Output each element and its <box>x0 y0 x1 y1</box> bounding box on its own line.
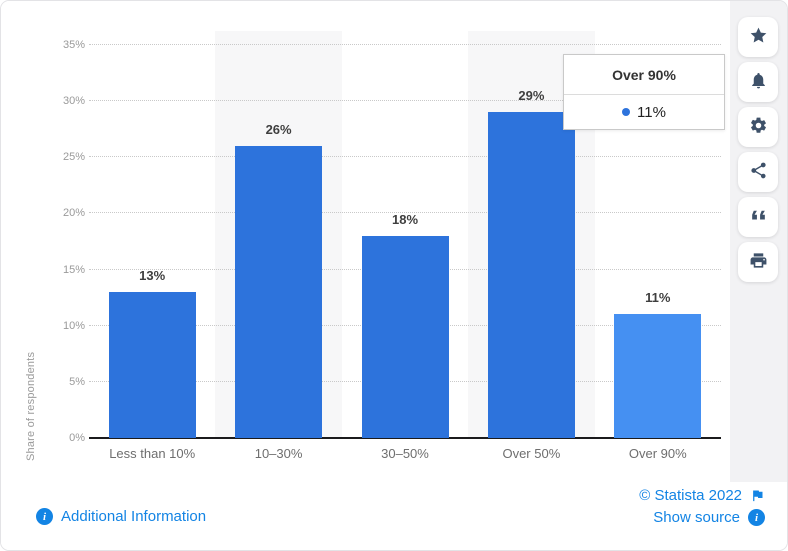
y-tick-label-35: 35% <box>62 39 85 51</box>
y-tick-label-15: 15% <box>62 263 85 276</box>
bar-value-label-10-30: 26% <box>265 122 292 138</box>
source-info-icon: i <box>748 509 765 526</box>
share-button[interactable] <box>738 152 778 192</box>
bar-value-label-over-90: 11% <box>645 290 671 306</box>
alert-button[interactable] <box>738 62 778 102</box>
quote-icon <box>749 206 768 228</box>
tooltip-title: Over 90% <box>564 55 724 95</box>
y-tick-label-30: 30% <box>62 95 85 108</box>
statista-copyright-link[interactable]: © Statista 2022 <box>639 487 765 504</box>
x-axis-line <box>89 437 721 439</box>
gridline-25 <box>89 156 721 158</box>
bar-over-90[interactable] <box>614 314 702 438</box>
series-dot-icon <box>622 108 631 116</box>
footer: i Additional Information © Statista 2022… <box>1 482 787 550</box>
bar-less-than-10[interactable] <box>108 292 196 438</box>
settings-button[interactable] <box>738 107 778 147</box>
info-icon: i <box>36 508 53 525</box>
tooltip-value: 11% <box>637 103 666 121</box>
bell-icon <box>749 71 768 93</box>
y-tick-label-10: 10% <box>62 319 85 332</box>
y-axis-title: Share of respondents <box>25 351 37 461</box>
gear-icon <box>749 116 768 138</box>
additional-information-link[interactable]: i Additional Information <box>36 508 206 525</box>
share-icon <box>749 161 768 183</box>
flag-icon <box>750 488 765 503</box>
gridline-35 <box>89 44 721 45</box>
copyright-label: © Statista 2022 <box>639 487 742 504</box>
chart-tooltip: Over 90% 11% <box>563 54 725 130</box>
y-tick-label-25: 25% <box>62 151 85 164</box>
y-tick-label-5: 5% <box>69 375 85 388</box>
gridline-20 <box>89 212 721 214</box>
star-icon <box>749 26 768 48</box>
show-source-link[interactable]: Show source i <box>653 509 765 526</box>
bar-value-label-30-50: 18% <box>391 211 419 227</box>
bar-30-50[interactable] <box>361 235 449 438</box>
printer-icon <box>749 251 768 273</box>
favorite-button[interactable] <box>738 17 778 57</box>
bar-10-30[interactable] <box>235 146 323 438</box>
show-source-label: Show source <box>653 509 740 526</box>
x-axis-label-over-90: Over 90% <box>628 446 687 461</box>
toolbar-strip <box>730 1 787 482</box>
bar-over-50[interactable] <box>487 112 575 438</box>
chart-region: 0% 5% 10% 15% 20% 25% 30% 35% 13% Less than 10% 26… <box>1 1 731 482</box>
citation-button[interactable] <box>738 197 778 237</box>
bar-value-label-less-than-10: 13% <box>139 268 166 284</box>
x-axis-label-over-50: Over 50% <box>502 446 561 461</box>
x-axis-label-10-30: 10–30% <box>254 446 303 461</box>
print-button[interactable] <box>738 242 778 282</box>
x-axis-label-30-50: 30–50% <box>381 446 429 461</box>
y-tick-label-20: 20% <box>62 207 85 220</box>
additional-information-label: Additional Information <box>61 508 207 525</box>
bar-value-label-over-50: 29% <box>518 88 545 104</box>
x-axis-label-less-than-10: Less than 10% <box>109 446 196 461</box>
tooltip-body: 11% <box>564 95 724 129</box>
gridline-30 <box>89 100 721 102</box>
y-tick-label-0: 0% <box>69 432 85 444</box>
